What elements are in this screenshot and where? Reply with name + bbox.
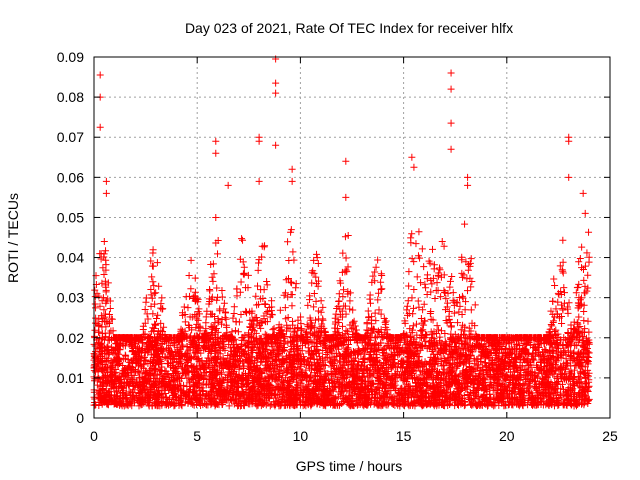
data-point	[280, 367, 288, 375]
data-point	[422, 337, 430, 345]
data-point	[270, 366, 278, 374]
data-point	[510, 384, 518, 392]
data-point	[319, 346, 327, 354]
data-point	[558, 369, 566, 377]
data-point	[199, 387, 207, 395]
data-point	[550, 370, 558, 378]
data-points	[90, 55, 593, 410]
data-point	[215, 343, 223, 351]
data-point	[509, 346, 517, 354]
data-point	[516, 342, 524, 350]
data-point	[345, 341, 353, 349]
data-point	[400, 385, 408, 393]
data-point	[359, 370, 367, 378]
data-point	[391, 370, 399, 378]
data-point	[370, 393, 378, 401]
data-point	[254, 391, 262, 399]
data-point	[508, 356, 516, 364]
data-point	[92, 368, 100, 376]
